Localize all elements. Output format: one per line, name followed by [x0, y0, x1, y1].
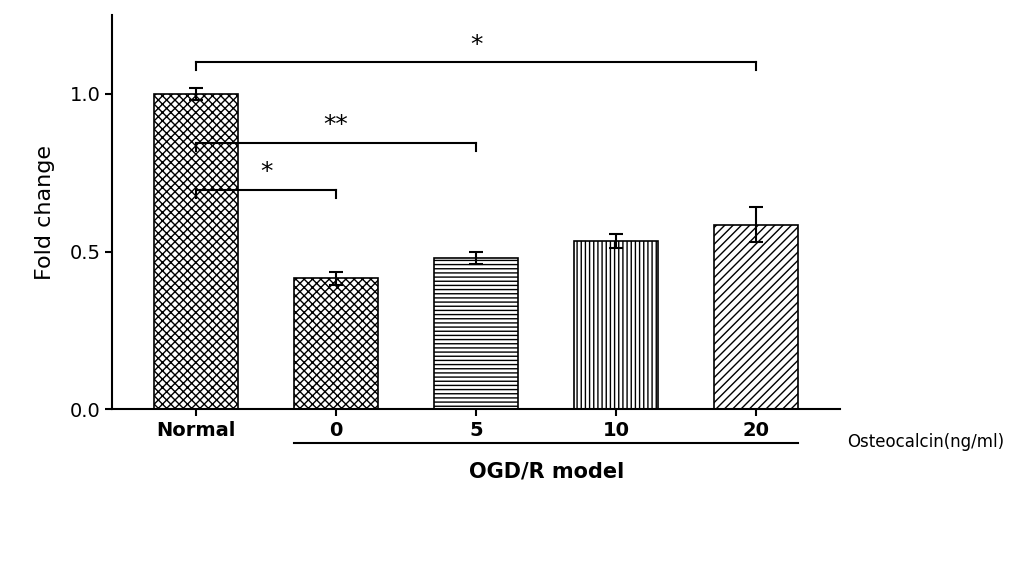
- Bar: [154, 94, 237, 409]
- Text: **: **: [323, 113, 348, 137]
- Text: *: *: [260, 160, 272, 184]
- Bar: [713, 225, 798, 409]
- Text: Osteocalcin(ng/ml): Osteocalcin(ng/ml): [847, 433, 1004, 451]
- Text: *: *: [470, 33, 482, 57]
- Y-axis label: Fold change: Fold change: [36, 144, 55, 280]
- Bar: [434, 258, 518, 409]
- Bar: [574, 240, 657, 409]
- Bar: [293, 279, 378, 409]
- Text: OGD/R model: OGD/R model: [468, 461, 624, 481]
